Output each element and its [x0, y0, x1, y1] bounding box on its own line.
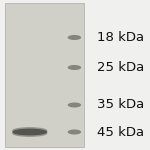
Ellipse shape: [12, 130, 47, 137]
Ellipse shape: [12, 129, 47, 135]
Text: 18 kDa: 18 kDa: [97, 31, 145, 44]
Ellipse shape: [68, 35, 81, 40]
Ellipse shape: [12, 127, 47, 134]
FancyBboxPatch shape: [5, 3, 84, 147]
Ellipse shape: [68, 129, 81, 135]
Ellipse shape: [68, 65, 81, 70]
Text: 25 kDa: 25 kDa: [97, 61, 145, 74]
Text: 45 kDa: 45 kDa: [97, 126, 145, 138]
Text: 35 kDa: 35 kDa: [97, 99, 145, 111]
Ellipse shape: [68, 102, 81, 108]
